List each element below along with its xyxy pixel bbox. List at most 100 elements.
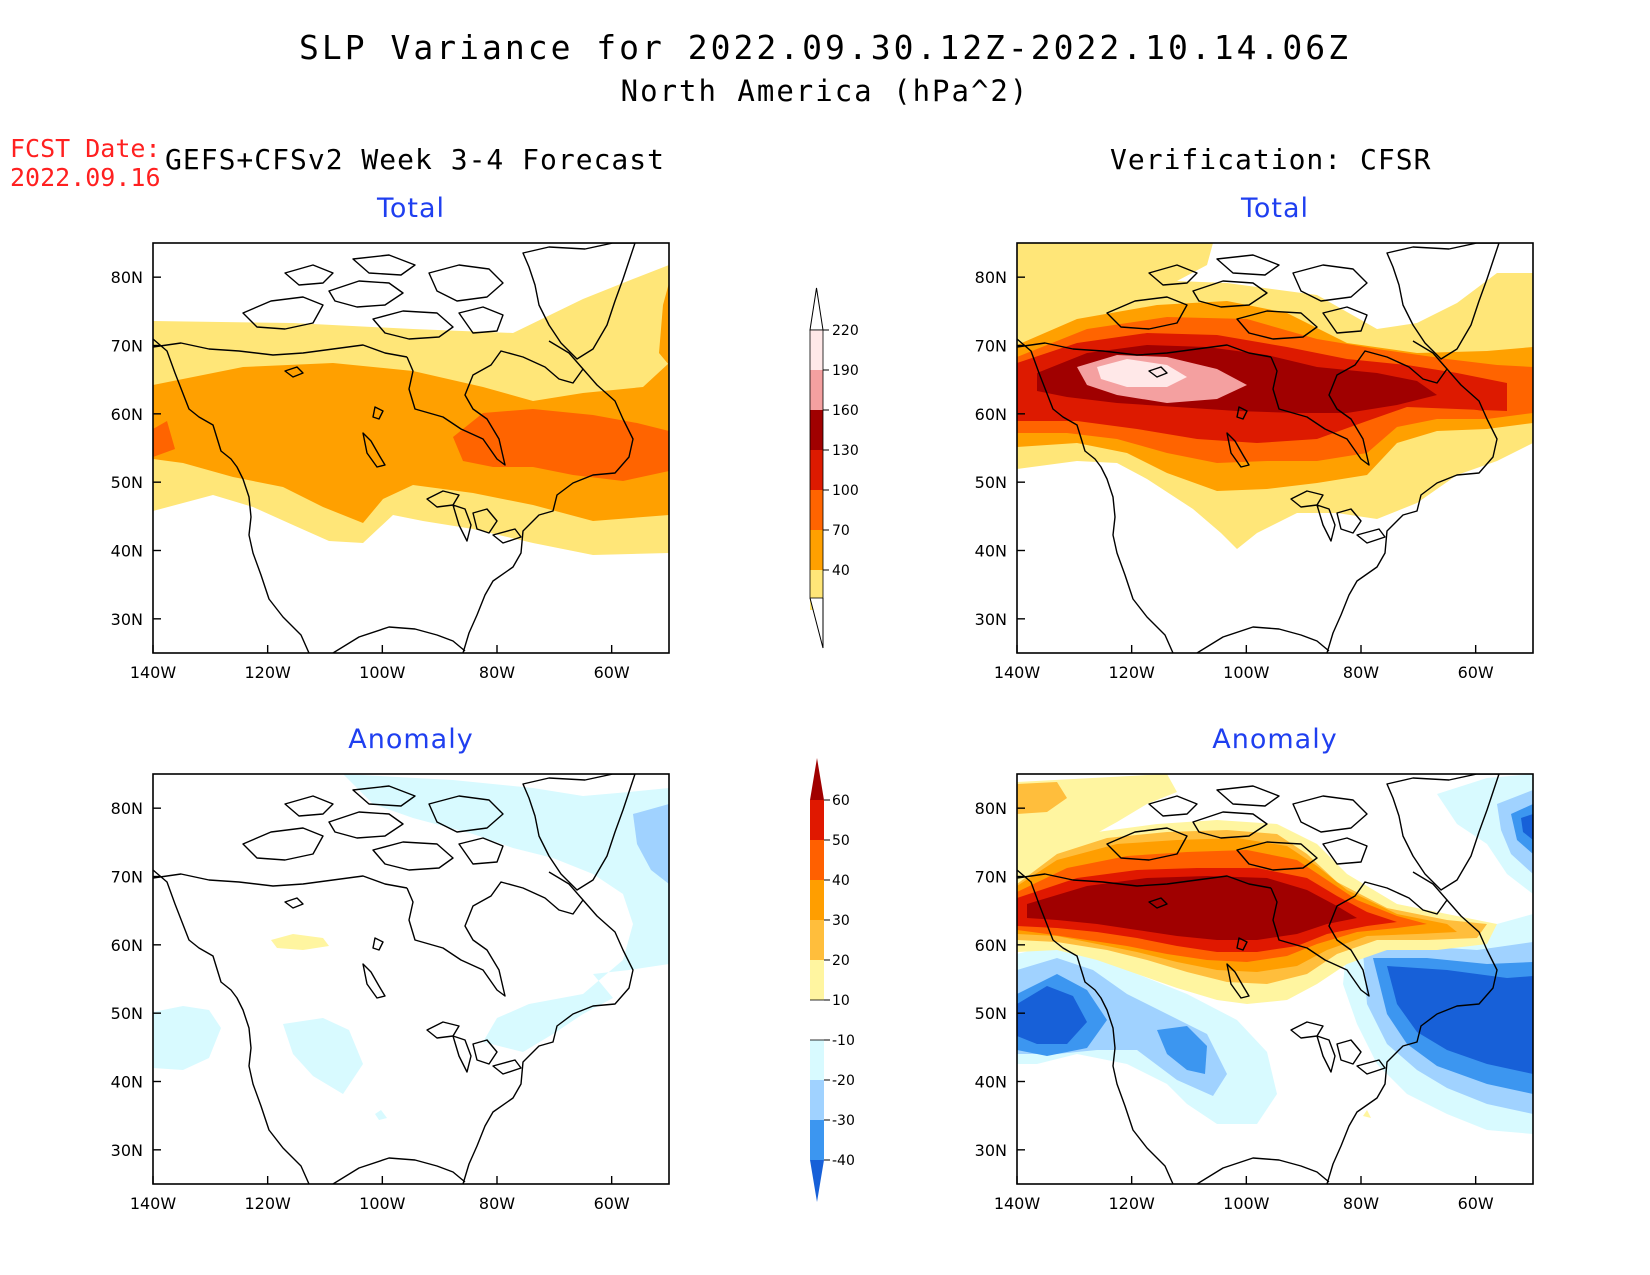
fill-100-130-east <box>453 409 669 481</box>
lat-tick-label: 30N <box>975 610 1007 629</box>
fill-70-100 <box>153 363 669 523</box>
cbar-box <box>810 490 823 530</box>
cbar-box <box>810 920 824 960</box>
cbar-label: 20 <box>832 953 850 969</box>
forecast-total-title: Total <box>376 193 446 224</box>
fill-20-30-spot <box>1017 782 1067 814</box>
cbar-label: 160 <box>832 403 859 419</box>
cbar-box <box>810 330 823 370</box>
lat-tick-label: 30N <box>111 610 143 629</box>
cbar-box <box>810 960 824 1000</box>
fill-100-130 <box>153 421 175 457</box>
fill-neg40-ne <box>1521 814 1533 840</box>
main-subtitle: North America (hPa^2) <box>620 74 1030 108</box>
cbar-label: 190 <box>832 363 859 379</box>
verification-total-title: Total <box>1240 193 1310 224</box>
cbar-box <box>810 800 824 840</box>
verification-anomaly-title: Anomaly <box>1212 724 1338 755</box>
lon-tick-label: 80W <box>479 1194 515 1213</box>
fill-neg10-neg20-mid <box>283 1018 363 1094</box>
lon-tick-label: 140W <box>994 1194 1041 1213</box>
lon-tick-label: 140W <box>130 663 177 682</box>
cbar-label: 40 <box>832 563 850 579</box>
lon-tick-label: 120W <box>1108 1194 1155 1213</box>
fcst-date-value: 2022.09.16 <box>10 163 161 192</box>
lon-tick-label: 120W <box>1108 663 1155 682</box>
cbar-end-top <box>809 287 824 331</box>
total-colorbar: 220 190 160 130 100 70 40 <box>809 287 859 649</box>
lat-tick-label: 80N <box>111 799 143 818</box>
fill-neg10-neg20-west <box>153 1006 221 1070</box>
lat-tick-label: 60N <box>111 405 143 424</box>
cbar-label: 70 <box>832 523 850 539</box>
cbar-box <box>810 1120 824 1160</box>
cbar-label: 50 <box>832 833 850 849</box>
forecast-anomaly-map: 140W 120W 100W 80W 60W 80N 70N 60N 50N 40N 30N <box>111 773 670 1213</box>
lon-tick-label: 100W <box>359 663 406 682</box>
lon-tick-label: 80W <box>1343 1194 1379 1213</box>
lon-tick-label: 100W <box>1223 663 1270 682</box>
anomaly-colorbar: 60 50 40 30 20 10 -10 -20 -30 -40 <box>810 758 855 1202</box>
lon-tick-label: 60W <box>594 663 630 682</box>
cbar-end-bottom <box>810 1160 824 1202</box>
fill-130-160-spot <box>1471 401 1483 411</box>
forecast-total-map: 140W 120W 100W 80W 60W 80N 70N 60N 50N 40N 30N <box>111 242 670 682</box>
cbar-label: -10 <box>832 1033 855 1049</box>
lat-tick-label: 40N <box>975 1073 1007 1092</box>
fill-10-20 <box>271 934 329 950</box>
lat-tick-label: 80N <box>975 799 1007 818</box>
fill-10-20-spot <box>1363 1110 1371 1118</box>
lat-tick-label: 40N <box>111 542 143 561</box>
lat-tick-label: 80N <box>975 268 1007 287</box>
cbar-box <box>810 410 823 450</box>
lon-tick-label: 80W <box>1343 663 1379 682</box>
fill-neg10-neg20-e2 <box>153 774 193 792</box>
lat-tick-label: 70N <box>975 868 1007 887</box>
lat-tick-label: 40N <box>111 1073 143 1092</box>
lon-tick-label: 120W <box>244 1194 291 1213</box>
cbar-box <box>810 1080 824 1120</box>
right-column-title: Verification: CFSR <box>1110 143 1432 176</box>
cbar-label: -20 <box>832 1073 855 1089</box>
lon-tick-label: 140W <box>994 663 1041 682</box>
cbar-end-bottom <box>809 597 824 649</box>
left-column-title: GEFS+CFSv2 Week 3-4 Forecast <box>165 143 666 176</box>
lon-tick-label: 60W <box>1458 663 1494 682</box>
lon-tick-label: 80W <box>479 663 515 682</box>
cbar-label: 130 <box>832 443 859 459</box>
lat-tick-label: 50N <box>975 1004 1007 1023</box>
fill-220-plus <box>1097 359 1187 387</box>
cbar-box <box>810 450 823 490</box>
cbar-label: -30 <box>832 1113 855 1129</box>
lat-tick-label: 70N <box>111 868 143 887</box>
lon-tick-label: 60W <box>594 1194 630 1213</box>
fill-70-100-north <box>659 283 669 365</box>
lat-tick-label: 70N <box>975 337 1007 356</box>
cbar-label: 10 <box>832 993 850 1009</box>
lon-tick-label: 140W <box>130 1194 177 1213</box>
cbar-box <box>810 370 823 410</box>
fcst-date-label: FCST Date: <box>10 134 161 163</box>
cbar-box <box>810 840 824 880</box>
fill-neg30-neg40-mid <box>1157 1026 1207 1074</box>
lon-tick-label: 100W <box>359 1194 406 1213</box>
verification-total-map: 140W 120W 100W 80W 60W 80N 70N 60N 50N 40N 30N <box>975 242 1534 682</box>
cbar-box <box>810 880 824 920</box>
cbar-label: -40 <box>832 1153 855 1169</box>
fcst-date: FCST Date: 2022.09.16 <box>10 134 161 192</box>
lat-tick-label: 30N <box>111 1141 143 1160</box>
lon-tick-label: 100W <box>1223 1194 1270 1213</box>
cbar-label: 60 <box>832 793 850 809</box>
fill-neg20-neg30 <box>633 804 669 884</box>
lat-tick-label: 50N <box>111 1004 143 1023</box>
main-title: SLP Variance for 2022.09.30.12Z-2022.10.… <box>299 28 1351 67</box>
lon-tick-label: 120W <box>244 663 291 682</box>
lat-tick-label: 70N <box>111 337 143 356</box>
lat-tick-label: 60N <box>111 936 143 955</box>
lat-tick-label: 80N <box>111 268 143 287</box>
lon-tick-label: 60W <box>1458 1194 1494 1213</box>
lat-tick-label: 30N <box>975 1141 1007 1160</box>
lat-tick-label: 40N <box>975 542 1007 561</box>
cbar-frame <box>809 329 824 599</box>
